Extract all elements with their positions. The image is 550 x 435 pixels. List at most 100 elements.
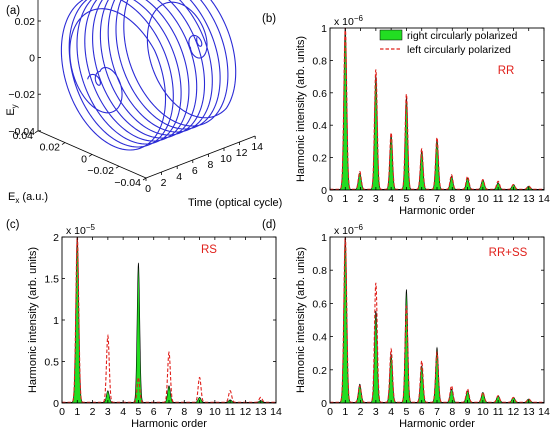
- x-tick-label: 1: [342, 193, 348, 205]
- y-tick-label: 0: [321, 398, 327, 410]
- ex-tick-label: 0.04: [13, 130, 34, 142]
- x-tick-label: 0: [59, 406, 65, 418]
- x-tick-label: 10: [209, 406, 221, 418]
- ex-tick-label: −0.04: [114, 177, 141, 189]
- x-tick-label: 9: [465, 406, 471, 418]
- ex-tick-label: 0: [81, 153, 87, 165]
- x-tick-label: 2: [358, 406, 364, 418]
- y-tick-label: 1.5: [44, 274, 59, 286]
- y-axis-label: Harmonic intensity (arb. units): [27, 247, 39, 393]
- panel-label-b: (b): [262, 13, 276, 25]
- panel-label-d: (d): [262, 219, 276, 231]
- ex-tick: [61, 142, 66, 145]
- x-tick-label: 8: [181, 406, 187, 418]
- x-tick-label: 13: [523, 193, 535, 205]
- x-tick-label: 5: [404, 406, 410, 418]
- x-tick-label: 6: [419, 406, 425, 418]
- x-tick-label: 7: [434, 193, 440, 205]
- y-tick-label: 1: [53, 315, 59, 327]
- y-tick-label: 1: [321, 232, 327, 244]
- y-exponent-label: x 10−5: [66, 223, 96, 237]
- ey-tick-label: −0.02: [8, 89, 35, 101]
- series-area-right-circular: [62, 237, 276, 403]
- time-tick-label: 0: [145, 183, 151, 195]
- x-tick-label: 12: [508, 193, 520, 205]
- y-tick-label: 0.4: [312, 332, 327, 344]
- y-tick-label: 0.8: [312, 265, 327, 277]
- field-trajectory: [60, 0, 237, 151]
- x-tick-label: 13: [523, 406, 535, 418]
- ey-tick-label: −0.04: [8, 126, 35, 138]
- x-tick-label: 14: [538, 193, 550, 205]
- ex-tick: [88, 154, 93, 157]
- y-tick-label: 0.2: [312, 153, 327, 165]
- y-tick-label: 0.4: [312, 120, 327, 132]
- y-tick-label: 0.8: [312, 55, 327, 67]
- time-tick-label: 2: [161, 177, 167, 189]
- legend-swatch-right-circular: [379, 29, 403, 41]
- time-axis-line: [145, 135, 256, 179]
- y-tick-label: 1: [321, 23, 327, 35]
- 3d-axes: [37, 0, 256, 179]
- x-tick-label: 4: [388, 193, 394, 205]
- ey-axis-label: Ey: [5, 104, 19, 115]
- plot-area: [330, 28, 544, 190]
- x-tick-label: 0: [327, 193, 333, 205]
- x-tick-label: 8: [449, 193, 455, 205]
- time-tick-label: 12: [236, 147, 248, 159]
- x-tick-label: 5: [404, 193, 410, 205]
- ex-tick: [115, 165, 120, 169]
- panel-a-3d-plot: 024681012140.040.020−0.02−0.040.040.020−…: [5, 0, 282, 209]
- y-exponent-label: x 10−6: [334, 223, 364, 237]
- panel-label-c: (c): [6, 219, 20, 231]
- 3d-tick-labels: 024681012140.040.020−0.02−0.040.040.020−…: [8, 16, 263, 195]
- x-tick-label: 5: [136, 406, 142, 418]
- y-tick-label: 2: [53, 232, 59, 244]
- x-tick-label: 12: [240, 406, 252, 418]
- x-tick-label: 14: [538, 406, 550, 418]
- x-tick-label: 6: [151, 406, 157, 418]
- x-tick-label: 1: [342, 406, 348, 418]
- y-tick-label: 0.2: [312, 365, 327, 377]
- x-tick-label: 7: [434, 406, 440, 418]
- x-tick-label: 14: [270, 406, 282, 418]
- ex-tick: [34, 130, 39, 134]
- x-tick-label: 9: [465, 193, 471, 205]
- x-tick-label: 2: [358, 193, 364, 205]
- y-tick-label: 0.5: [44, 357, 59, 369]
- ex-tick-label: 0.02: [40, 142, 61, 154]
- panel-annotation: RR: [498, 65, 515, 77]
- y-axis-label: Harmonic intensity (arb. units): [295, 247, 307, 393]
- x-tick-label: 6: [419, 193, 425, 205]
- y-tick-label: 0: [321, 185, 327, 197]
- plot-area: [62, 237, 276, 403]
- x-tick-label: 10: [477, 406, 489, 418]
- x-tick-label: 11: [493, 193, 504, 205]
- x-tick-label: 2: [90, 406, 96, 418]
- panel-annotation: RS: [201, 244, 217, 256]
- time-axis-label: Time (optical cycle): [188, 197, 282, 209]
- ey-tick-label: 0.02: [15, 16, 36, 28]
- x-axis-label: Harmonic order: [131, 418, 207, 430]
- y-tick-label: 0.6: [312, 298, 327, 310]
- time-tick-label: 6: [192, 165, 198, 177]
- time-tick-label: 8: [207, 159, 213, 171]
- x-tick-label: 3: [373, 193, 379, 205]
- time-tick-label: 14: [251, 141, 263, 153]
- x-tick-label: 11: [225, 406, 236, 418]
- axes-frame: [61, 236, 277, 404]
- x-tick-label: 3: [373, 406, 379, 418]
- x-tick-label: 0: [327, 406, 333, 418]
- x-axis-label: Harmonic order: [399, 205, 475, 217]
- ex-tick-label: −0.02: [87, 165, 114, 177]
- y-tick-label: 0: [53, 398, 59, 410]
- legend-label-left-circular: left circularly polarized: [407, 44, 511, 56]
- y-exponent-label: x 10−6: [334, 14, 364, 28]
- x-tick-label: 1: [74, 406, 80, 418]
- x-tick-label: 12: [508, 406, 520, 418]
- x-tick-label: 8: [449, 406, 455, 418]
- series-area-right-circular: [330, 237, 544, 403]
- time-tick-label: 4: [176, 171, 182, 183]
